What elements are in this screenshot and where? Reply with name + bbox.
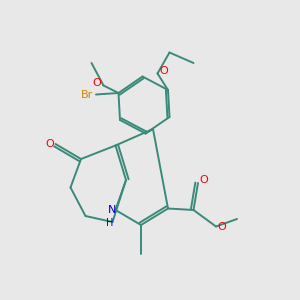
Text: N: N — [108, 205, 116, 215]
Text: H: H — [106, 218, 114, 229]
Text: Br: Br — [81, 89, 93, 100]
Text: O: O — [200, 175, 208, 185]
Text: O: O — [160, 65, 169, 76]
Text: O: O — [45, 139, 54, 149]
Text: O: O — [92, 77, 101, 88]
Text: O: O — [218, 221, 226, 232]
